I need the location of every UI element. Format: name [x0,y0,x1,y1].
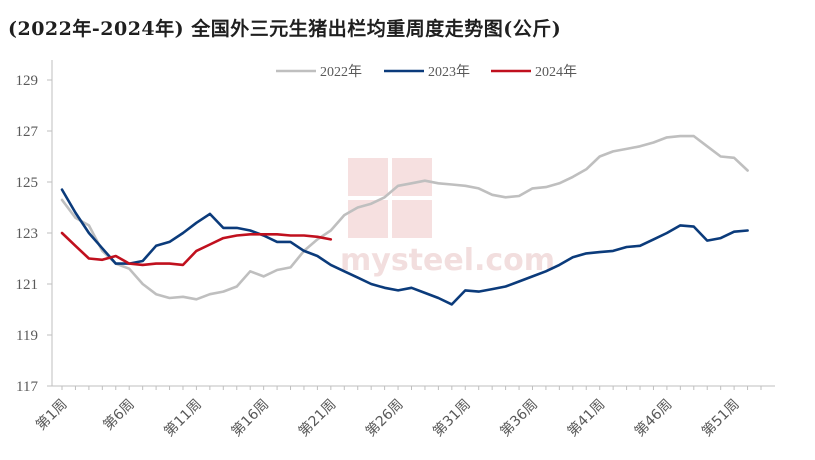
y-tick-label: 125 [16,175,39,191]
legend-label: 2024年 [535,64,577,80]
series-line [60,231,333,267]
series-layer [60,134,749,306]
x-tick-label: 第51周 [698,396,742,440]
series-line [60,134,749,301]
y-tick-label: 129 [16,73,39,89]
y-axis-ticks: 117 119 121 123 125 127 129 [16,73,52,395]
watermark-logo-block [392,158,432,196]
x-tick-label: 第21周 [295,396,339,440]
watermark-logo-block [348,200,388,238]
legend-label: 2023年 [428,64,470,80]
x-tick-label: 第1周 [32,396,70,434]
axes [51,60,775,387]
watermark-text: mysteel.com [340,243,555,278]
x-tick-label: 第46周 [631,396,675,440]
watermark-logo-block [392,200,432,238]
chart-title: (2022年-2024年) 全国外三元生猪出栏均重周度走势图(公斤) [8,18,562,40]
legend: 2022年 2023年 2024年 [276,64,577,80]
y-tick-label: 121 [16,277,39,293]
x-tick-label: 第6周 [100,396,138,434]
watermark: mysteel.com [340,158,555,278]
legend-label: 2022年 [320,64,362,80]
x-tick-label: 第26周 [362,396,406,440]
y-tick-label: 123 [16,226,39,242]
y-tick-label: 127 [16,124,39,140]
x-tick-label: 第41周 [564,396,608,440]
series-line [60,188,749,306]
x-tick-label: 第11周 [161,396,205,440]
x-tick-label: 第16周 [228,396,272,440]
x-tick-label: 第31周 [429,396,473,440]
x-axis-ticks: 第1周 第6周 第11周 第16周 第21周 第26周 第31周 第36周 第41周 第46周 第5… [32,386,762,440]
y-tick-label: 119 [16,328,38,344]
y-tick-label: 117 [16,379,38,395]
watermark-logo-block [348,158,388,196]
x-tick-label: 第36周 [497,396,541,440]
